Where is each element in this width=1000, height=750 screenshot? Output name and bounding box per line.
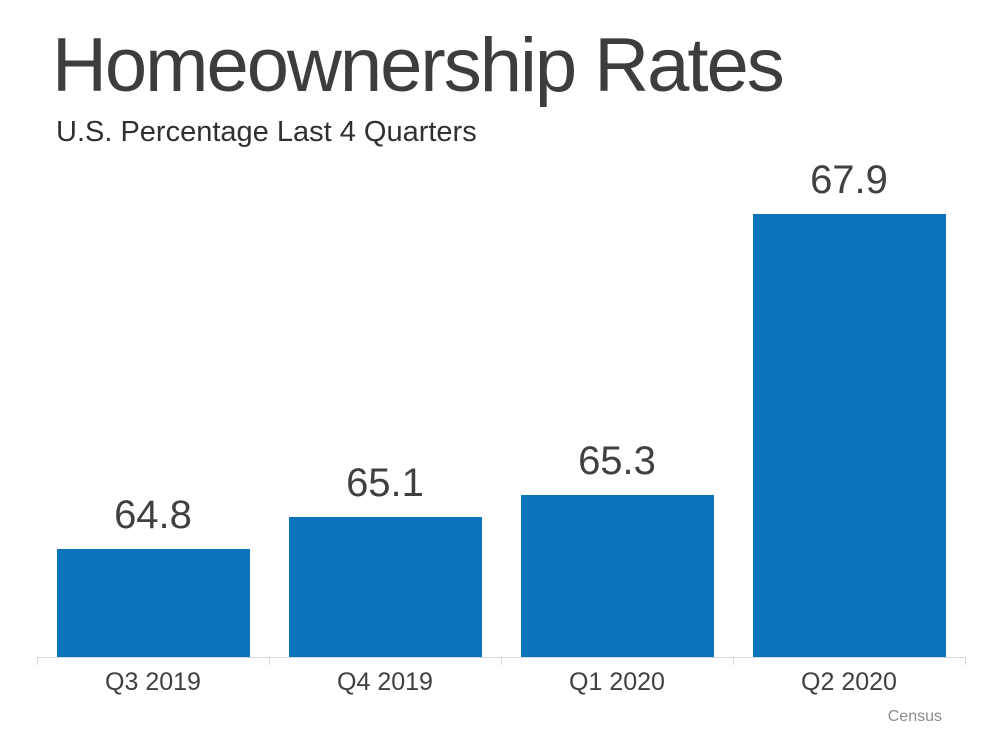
x-tick-label-q4-2019: Q4 2019: [337, 668, 433, 696]
bar-q1-2020: [521, 495, 714, 657]
bar-group-q1-2020: 65.3: [501, 160, 733, 657]
source-note: Census: [887, 708, 942, 725]
x-axis-tick-1: [269, 657, 270, 665]
value-label-q3-2019: 64.8: [114, 493, 192, 537]
x-axis-tick-4: [965, 657, 966, 665]
bar-group-q2-2020: 67.9: [733, 160, 965, 657]
bar-q4-2019: [289, 517, 482, 657]
chart-subtitle: U.S. Percentage Last 4 Quarters: [56, 116, 477, 148]
x-tick-label-q2-2020: Q2 2020: [801, 668, 897, 696]
bar-q3-2019: [57, 549, 250, 657]
x-axis-tick-3: [733, 657, 734, 665]
bar-group-q4-2019: 65.1: [269, 160, 501, 657]
x-axis-tick-2: [501, 657, 502, 665]
chart-title: Homeownership Rates: [52, 23, 785, 108]
value-label-q1-2020: 65.3: [578, 439, 656, 483]
x-tick-label-q1-2020: Q1 2020: [569, 668, 665, 696]
plot-area: 64.8 65.1 65.3 67.9: [37, 160, 965, 657]
value-label-q2-2020: 67.9: [810, 158, 888, 202]
bar-q2-2020: [753, 214, 946, 657]
x-tick-label-q3-2019: Q3 2019: [105, 668, 201, 696]
x-axis-tick-0: [37, 657, 38, 665]
value-label-q4-2019: 65.1: [346, 461, 424, 505]
bar-group-q3-2019: 64.8: [37, 160, 269, 657]
